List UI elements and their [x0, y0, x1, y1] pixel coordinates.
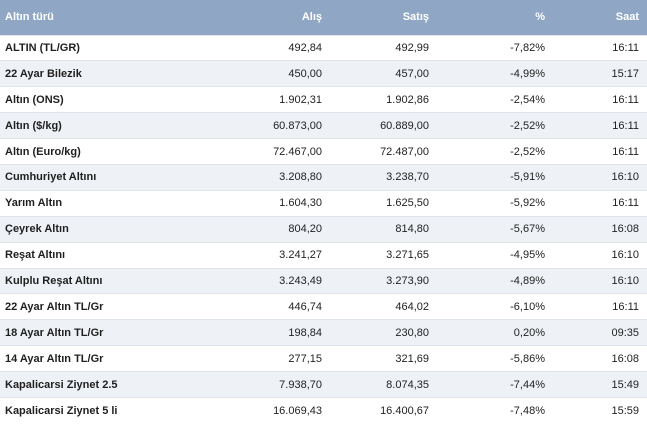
buy-price-cell: 198,84: [288, 326, 322, 339]
table-row[interactable]: Yarım Altın 1.604,30 1.625,50 -5,92% 16:11: [0, 190, 647, 217]
change-percent-cell: -5,92%: [510, 197, 545, 210]
column-header-change[interactable]: %: [535, 11, 545, 24]
change-percent-cell: -4,95%: [510, 249, 545, 262]
buy-price-cell: 72.467,00: [273, 145, 322, 158]
sell-price-cell: 1.625,50: [386, 197, 429, 210]
table-row[interactable]: Kapalicarsi Ziynet 2.5 7.938,70 8.074,35 -7…: [0, 371, 647, 398]
change-percent-cell: -2,52%: [510, 145, 545, 158]
update-time-cell: 16:08: [611, 223, 639, 236]
change-percent-cell: -2,52%: [510, 119, 545, 132]
gold-type-cell: Altın (Euro/kg): [5, 145, 81, 158]
gold-type-cell: Altın ($/kg): [5, 119, 62, 132]
buy-price-cell: 1.902,31: [279, 93, 322, 106]
sell-price-cell: 321,69: [395, 352, 429, 365]
update-time-cell: 16:11: [612, 197, 639, 210]
gold-type-cell: 22 Ayar Bilezik: [5, 67, 82, 80]
update-time-cell: 09:35: [611, 326, 639, 339]
table-row[interactable]: Altın (ONS) 1.902,31 1.902,86 -2,54% 16:11: [0, 86, 647, 113]
change-percent-cell: -7,48%: [510, 404, 545, 417]
change-percent-cell: -5,67%: [510, 223, 545, 236]
sell-price-cell: 814,80: [395, 223, 429, 236]
table-row[interactable]: Altın ($/kg) 60.873,00 60.889,00 -2,52% 16:1…: [0, 112, 647, 139]
table-row[interactable]: Reşat Altını 3.241,27 3.271,65 -4,95% 16:10: [0, 242, 647, 269]
gold-type-cell: Cumhuriyet Altını: [5, 171, 97, 184]
gold-type-cell: 18 Ayar Altın TL/Gr: [5, 326, 104, 339]
header-row: Altın türü Alış Satış % Saat: [0, 0, 647, 35]
update-time-cell: 16:10: [611, 249, 639, 262]
gold-type-cell: 14 Ayar Altın TL/Gr: [5, 352, 104, 365]
table-row[interactable]: ALTIN (TL/GR) 492,84 492,99 -7,82% 16:11: [0, 35, 647, 61]
gold-type-cell: Kapalicarsi Ziynet 5 li: [5, 404, 118, 417]
buy-price-cell: 3.241,27: [279, 249, 322, 262]
sell-price-cell: 72.487,00: [380, 145, 429, 158]
column-header-buy[interactable]: Alış: [301, 11, 322, 24]
update-time-cell: 16:11: [612, 93, 639, 106]
sell-price-cell: 457,00: [395, 67, 429, 80]
gold-type-cell: Altın (ONS): [5, 93, 64, 106]
table-row[interactable]: 22 Ayar Bilezik 450,00 457,00 -4,99% 15:17: [0, 60, 647, 87]
change-percent-cell: -4,99%: [510, 67, 545, 80]
update-time-cell: 15:59: [611, 404, 639, 417]
change-percent-cell: -4,89%: [510, 274, 545, 287]
sell-price-cell: 60.889,00: [380, 119, 429, 132]
sell-price-cell: 464,02: [395, 300, 429, 313]
sell-price-cell: 3.271,65: [386, 249, 429, 262]
update-time-cell: 16:10: [611, 274, 639, 287]
update-time-cell: 16:08: [611, 352, 639, 365]
table-row[interactable]: 22 Ayar Altın TL/Gr 446,74 464,02 -6,10% 16:…: [0, 293, 647, 320]
buy-price-cell: 60.873,00: [273, 119, 322, 132]
change-percent-cell: -2,54%: [510, 93, 545, 106]
gold-type-cell: Reşat Altını: [5, 249, 66, 262]
buy-price-cell: 446,74: [288, 300, 322, 313]
column-header-time[interactable]: Saat: [615, 11, 639, 24]
update-time-cell: 15:49: [611, 378, 639, 391]
buy-price-cell: 3.243,49: [279, 274, 322, 287]
table-row[interactable]: 18 Ayar Altın TL/Gr 198,84 230,80 0,20% 09:3…: [0, 319, 647, 346]
update-time-cell: 15:17: [611, 67, 639, 80]
change-percent-cell: -7,44%: [510, 378, 545, 391]
buy-price-cell: 16.069,43: [273, 404, 322, 417]
buy-price-cell: 3.208,80: [279, 171, 322, 184]
sell-price-cell: 8.074,35: [386, 378, 429, 391]
update-time-cell: 16:11: [612, 300, 639, 313]
gold-type-cell: 22 Ayar Altın TL/Gr: [5, 300, 104, 313]
change-percent-cell: 0,20%: [513, 326, 545, 339]
table-row[interactable]: Kapalicarsi Ziynet 5 li 16.069,43 16.400,6…: [0, 397, 647, 424]
buy-price-cell: 7.938,70: [279, 378, 322, 391]
sell-price-cell: 230,80: [395, 326, 429, 339]
buy-price-cell: 1.604,30: [279, 197, 322, 210]
update-time-cell: 16:11: [612, 41, 639, 54]
table-row[interactable]: Çeyrek Altın 804,20 814,80 -5,67% 16:08: [0, 216, 647, 243]
sell-price-cell: 1.902,86: [386, 93, 429, 106]
buy-price-cell: 492,84: [288, 41, 322, 54]
change-percent-cell: -6,10%: [510, 300, 545, 313]
table-row[interactable]: 14 Ayar Altın TL/Gr 277,15 321,69 -5,86% 16:…: [0, 345, 647, 372]
buy-price-cell: 277,15: [288, 352, 322, 365]
sell-price-cell: 492,99: [395, 41, 429, 54]
column-header-gold-type[interactable]: Altın türü: [5, 11, 54, 24]
gold-type-cell: Kapalicarsi Ziynet 2.5: [5, 378, 118, 391]
gold-type-cell: Yarım Altın: [5, 197, 63, 210]
table-row[interactable]: Cumhuriyet Altını 3.208,80 3.238,70 -5,91% 1…: [0, 164, 647, 191]
table-header: Altın türü Alış Satış % Saat: [0, 0, 647, 35]
gold-type-cell: Çeyrek Altın: [5, 223, 69, 236]
update-time-cell: 16:11: [612, 119, 639, 132]
change-percent-cell: -5,91%: [510, 171, 545, 184]
update-time-cell: 16:11: [612, 145, 639, 158]
change-percent-cell: -7,82%: [510, 41, 545, 54]
table-row[interactable]: Kulplu Reşat Altını 3.243,49 3.273,90 -4,89…: [0, 268, 647, 294]
table-row[interactable]: Altın (Euro/kg) 72.467,00 72.487,00 -2,52% 1…: [0, 138, 647, 165]
sell-price-cell: 16.400,67: [380, 404, 429, 417]
sell-price-cell: 3.273,90: [386, 274, 429, 287]
sell-price-cell: 3.238,70: [386, 171, 429, 184]
change-percent-cell: -5,86%: [510, 352, 545, 365]
update-time-cell: 16:10: [611, 171, 639, 184]
column-header-sell[interactable]: Satış: [402, 11, 429, 24]
buy-price-cell: 804,20: [288, 223, 322, 236]
gold-type-cell: Kulplu Reşat Altını: [5, 274, 103, 287]
gold-type-cell: ALTIN (TL/GR): [5, 41, 80, 54]
table-body: ALTIN (TL/GR) 492,84 492,99 -7,82% 16:11 22 A…: [0, 35, 647, 424]
buy-price-cell: 450,00: [288, 67, 322, 80]
